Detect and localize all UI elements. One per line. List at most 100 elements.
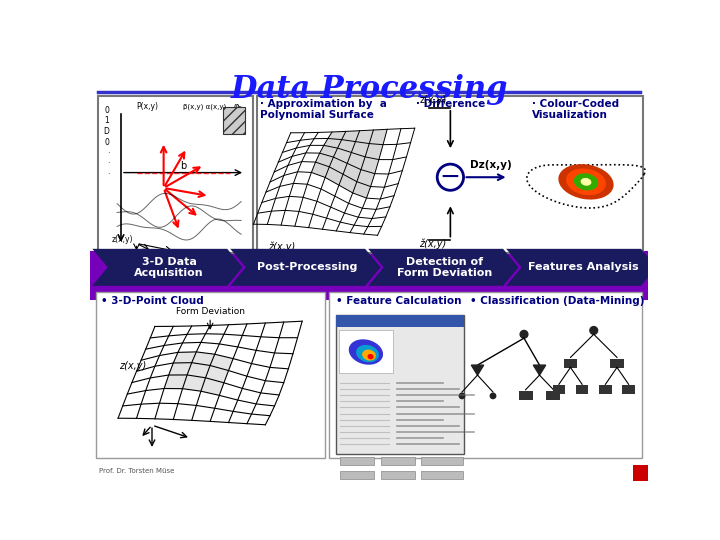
FancyBboxPatch shape bbox=[381, 470, 415, 479]
Text: Post-Processing: Post-Processing bbox=[257, 262, 357, 272]
Ellipse shape bbox=[566, 168, 606, 195]
Polygon shape bbox=[168, 363, 192, 375]
Text: • Classification (Data-Mining): • Classification (Data-Mining) bbox=[469, 296, 644, 306]
Text: ·: · bbox=[107, 170, 109, 179]
Polygon shape bbox=[329, 157, 347, 174]
Text: 0: 0 bbox=[104, 138, 109, 147]
Polygon shape bbox=[347, 152, 365, 170]
Polygon shape bbox=[333, 148, 351, 164]
FancyBboxPatch shape bbox=[341, 498, 374, 507]
Polygon shape bbox=[342, 131, 359, 141]
Text: 15: 15 bbox=[632, 465, 643, 475]
Text: z(x,y): z(x,y) bbox=[419, 95, 446, 105]
Polygon shape bbox=[534, 365, 546, 375]
FancyBboxPatch shape bbox=[341, 470, 374, 479]
Polygon shape bbox=[365, 144, 383, 160]
Polygon shape bbox=[328, 131, 346, 140]
Polygon shape bbox=[311, 162, 329, 178]
FancyBboxPatch shape bbox=[576, 385, 588, 394]
Text: Prof. Dr. Torsten Müse: Prof. Dr. Torsten Müse bbox=[99, 468, 175, 475]
Text: z(x,y): z(x,y) bbox=[112, 235, 133, 244]
Bar bbox=[632, 465, 648, 481]
Polygon shape bbox=[315, 153, 333, 167]
Polygon shape bbox=[368, 249, 518, 286]
FancyBboxPatch shape bbox=[341, 484, 374, 493]
Polygon shape bbox=[343, 164, 361, 181]
Text: ·: · bbox=[107, 148, 109, 158]
FancyBboxPatch shape bbox=[341, 526, 374, 535]
FancyBboxPatch shape bbox=[381, 498, 415, 507]
Text: • 3-D-Point Cloud: • 3-D-Point Cloud bbox=[101, 296, 204, 306]
Text: −: − bbox=[440, 165, 461, 189]
Polygon shape bbox=[210, 354, 233, 370]
Ellipse shape bbox=[558, 164, 613, 200]
FancyBboxPatch shape bbox=[553, 385, 565, 394]
Polygon shape bbox=[192, 352, 215, 366]
Polygon shape bbox=[182, 375, 205, 391]
Text: ·: · bbox=[107, 159, 109, 168]
FancyBboxPatch shape bbox=[622, 385, 635, 394]
Text: 3-D Data
Acquisition: 3-D Data Acquisition bbox=[134, 256, 204, 278]
Polygon shape bbox=[92, 249, 243, 286]
Circle shape bbox=[459, 393, 464, 399]
Polygon shape bbox=[353, 181, 371, 198]
Text: Form Deviation: Form Deviation bbox=[176, 307, 245, 315]
FancyBboxPatch shape bbox=[381, 512, 415, 521]
Text: z(x,y): z(x,y) bbox=[120, 361, 147, 371]
Text: Detection of
Form Deviation: Detection of Form Deviation bbox=[397, 256, 492, 278]
FancyBboxPatch shape bbox=[421, 512, 463, 521]
FancyBboxPatch shape bbox=[223, 107, 245, 134]
Circle shape bbox=[437, 164, 464, 190]
FancyBboxPatch shape bbox=[421, 470, 463, 479]
Bar bbox=[90, 251, 648, 300]
FancyBboxPatch shape bbox=[341, 512, 374, 521]
Ellipse shape bbox=[348, 339, 383, 364]
Ellipse shape bbox=[574, 173, 598, 191]
FancyBboxPatch shape bbox=[339, 330, 393, 373]
FancyBboxPatch shape bbox=[421, 484, 463, 493]
Polygon shape bbox=[174, 352, 197, 363]
Text: · Colour-Coded
Visualization: · Colour-Coded Visualization bbox=[532, 99, 619, 120]
Ellipse shape bbox=[580, 178, 591, 186]
FancyBboxPatch shape bbox=[329, 292, 642, 457]
FancyBboxPatch shape bbox=[336, 315, 464, 327]
Text: 1: 1 bbox=[104, 116, 109, 125]
Polygon shape bbox=[164, 375, 187, 389]
FancyBboxPatch shape bbox=[421, 526, 463, 535]
FancyBboxPatch shape bbox=[381, 484, 415, 493]
Polygon shape bbox=[369, 129, 387, 145]
Text: Dz(x,y): Dz(x,y) bbox=[469, 160, 511, 170]
Text: β(x,y) α(x,y): β(x,y) α(x,y) bbox=[183, 104, 226, 110]
FancyBboxPatch shape bbox=[96, 292, 325, 457]
Text: · Difference: · Difference bbox=[415, 99, 485, 109]
Text: · Approximation by  a
Polynomial Surface: · Approximation by a Polynomial Surface bbox=[261, 99, 387, 120]
FancyBboxPatch shape bbox=[381, 457, 415, 465]
Text: P(x,y): P(x,y) bbox=[137, 102, 158, 111]
FancyBboxPatch shape bbox=[518, 390, 533, 400]
Text: Data Processing: Data Processing bbox=[230, 74, 508, 105]
Polygon shape bbox=[351, 141, 369, 157]
Ellipse shape bbox=[362, 349, 376, 361]
Text: Features Analysis: Features Analysis bbox=[528, 262, 638, 272]
Polygon shape bbox=[201, 378, 224, 395]
FancyBboxPatch shape bbox=[564, 359, 577, 368]
Text: • Feature Calculation: • Feature Calculation bbox=[336, 296, 462, 306]
FancyBboxPatch shape bbox=[546, 390, 560, 400]
Polygon shape bbox=[357, 170, 375, 186]
Polygon shape bbox=[338, 140, 356, 152]
Polygon shape bbox=[472, 365, 484, 375]
Polygon shape bbox=[339, 174, 357, 193]
Polygon shape bbox=[320, 145, 338, 157]
Polygon shape bbox=[230, 249, 381, 286]
Polygon shape bbox=[205, 366, 228, 383]
FancyBboxPatch shape bbox=[341, 457, 374, 465]
FancyBboxPatch shape bbox=[336, 315, 464, 454]
Polygon shape bbox=[324, 138, 342, 148]
Polygon shape bbox=[356, 130, 374, 144]
Ellipse shape bbox=[367, 354, 374, 359]
FancyBboxPatch shape bbox=[421, 457, 463, 465]
Text: ž(x,y): ž(x,y) bbox=[419, 239, 446, 249]
FancyBboxPatch shape bbox=[599, 385, 611, 394]
Circle shape bbox=[490, 393, 495, 399]
FancyBboxPatch shape bbox=[421, 498, 463, 507]
